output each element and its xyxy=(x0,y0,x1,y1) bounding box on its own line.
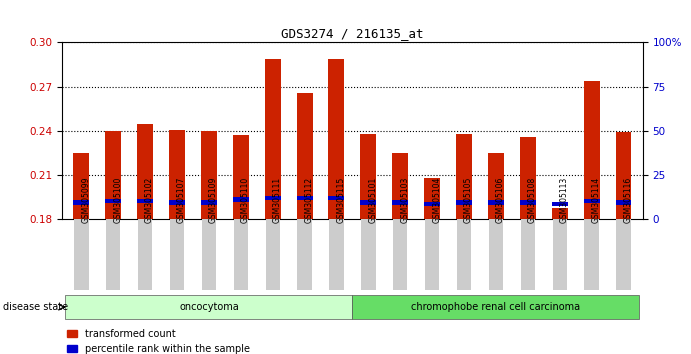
Text: GSM305106: GSM305106 xyxy=(496,177,505,223)
Bar xyxy=(616,200,632,205)
Bar xyxy=(105,199,121,203)
Text: GSM305111: GSM305111 xyxy=(273,177,282,223)
Bar xyxy=(488,153,504,219)
FancyBboxPatch shape xyxy=(138,219,152,290)
Bar xyxy=(456,134,472,219)
Bar xyxy=(105,131,121,219)
Bar xyxy=(73,200,89,205)
FancyBboxPatch shape xyxy=(106,219,120,290)
Bar xyxy=(169,130,185,219)
Title: GDS3274 / 216135_at: GDS3274 / 216135_at xyxy=(281,27,424,40)
Text: GSM305109: GSM305109 xyxy=(209,177,218,223)
Bar xyxy=(361,200,377,205)
Text: chromophobe renal cell carcinoma: chromophobe renal cell carcinoma xyxy=(411,302,580,312)
FancyBboxPatch shape xyxy=(265,219,280,290)
Bar xyxy=(296,196,312,200)
FancyBboxPatch shape xyxy=(520,219,535,290)
Bar xyxy=(265,59,281,219)
Text: GSM305101: GSM305101 xyxy=(368,177,377,223)
Bar xyxy=(73,153,89,219)
FancyBboxPatch shape xyxy=(489,219,503,290)
Bar xyxy=(233,197,249,202)
Bar xyxy=(520,200,536,205)
Bar xyxy=(265,196,281,200)
Text: GSM305112: GSM305112 xyxy=(305,177,314,223)
FancyBboxPatch shape xyxy=(297,219,312,290)
Bar xyxy=(616,132,632,219)
Bar xyxy=(392,153,408,219)
Bar xyxy=(328,59,344,219)
Text: GSM305116: GSM305116 xyxy=(623,177,632,223)
Text: oncocytoma: oncocytoma xyxy=(179,302,239,312)
Bar xyxy=(201,200,217,205)
FancyBboxPatch shape xyxy=(425,219,439,290)
Bar xyxy=(328,196,344,200)
Bar xyxy=(551,202,568,206)
Text: GSM305102: GSM305102 xyxy=(145,177,154,223)
FancyBboxPatch shape xyxy=(74,219,88,290)
FancyBboxPatch shape xyxy=(234,219,248,290)
Text: GSM305103: GSM305103 xyxy=(400,177,409,223)
Bar xyxy=(488,200,504,205)
FancyBboxPatch shape xyxy=(202,219,216,290)
Text: disease state: disease state xyxy=(3,302,68,312)
FancyBboxPatch shape xyxy=(361,219,375,290)
Text: GSM305104: GSM305104 xyxy=(432,177,441,223)
Text: GSM305107: GSM305107 xyxy=(177,177,186,223)
Legend: transformed count, percentile rank within the sample: transformed count, percentile rank withi… xyxy=(67,329,249,354)
Bar xyxy=(169,200,185,205)
FancyBboxPatch shape xyxy=(553,219,567,290)
FancyBboxPatch shape xyxy=(616,219,631,290)
Bar xyxy=(456,200,472,205)
Bar xyxy=(233,136,249,219)
Text: GSM305110: GSM305110 xyxy=(240,177,249,223)
Text: GSM305100: GSM305100 xyxy=(113,177,122,223)
Bar xyxy=(137,124,153,219)
Bar xyxy=(520,137,536,219)
Bar xyxy=(296,93,312,219)
Bar xyxy=(392,200,408,205)
FancyBboxPatch shape xyxy=(393,219,408,290)
Bar xyxy=(584,81,600,219)
Bar xyxy=(551,208,568,219)
Bar xyxy=(361,134,377,219)
FancyBboxPatch shape xyxy=(585,219,599,290)
Text: GSM305114: GSM305114 xyxy=(591,177,600,223)
Text: GSM305108: GSM305108 xyxy=(528,177,537,223)
Text: GSM305115: GSM305115 xyxy=(337,177,346,223)
Bar xyxy=(201,131,217,219)
FancyBboxPatch shape xyxy=(330,219,343,290)
Text: GSM305099: GSM305099 xyxy=(82,177,91,223)
Bar xyxy=(424,202,440,206)
Bar xyxy=(137,199,153,203)
FancyBboxPatch shape xyxy=(66,295,352,319)
FancyBboxPatch shape xyxy=(170,219,184,290)
Bar xyxy=(424,178,440,219)
Text: GSM305105: GSM305105 xyxy=(464,177,473,223)
Text: GSM305113: GSM305113 xyxy=(560,177,569,223)
FancyBboxPatch shape xyxy=(457,219,471,290)
FancyBboxPatch shape xyxy=(352,295,639,319)
Bar xyxy=(584,199,600,203)
